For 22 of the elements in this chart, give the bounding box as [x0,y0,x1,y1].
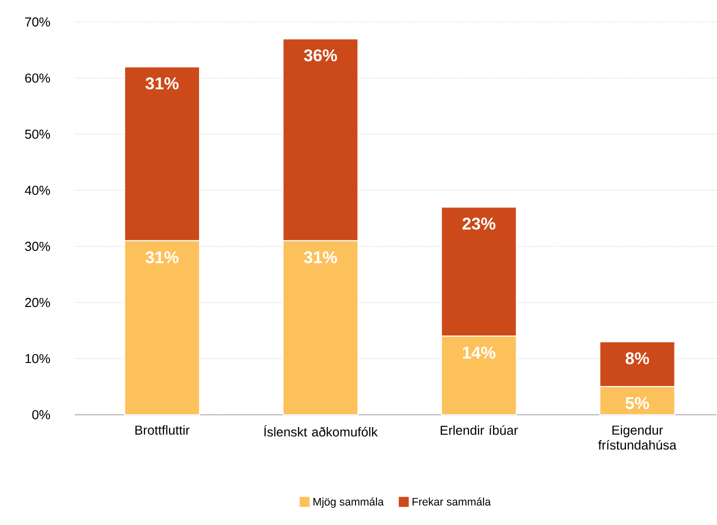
y-tick-label: 40% [24,186,50,196]
data-label: 5% [626,397,650,410]
data-label: 8% [626,352,650,364]
y-tick-label: 10% [26,354,50,364]
x-tick-label: Erlendir íbúar [440,425,518,436]
legend-label: Frekar sammála [412,498,491,506]
data-label: 14% [463,346,496,359]
y-tick-label: 0% [32,410,50,420]
data-label: 23% [462,218,496,230]
x-tick-label: Brottfluttir [135,425,190,435]
y-tick-label: 70% [25,18,50,27]
legend-label: Mjög sammála [313,498,384,508]
x-tick-label: Íslenskt aðkomufólk [264,425,378,437]
y-tick-label: 50% [25,130,50,139]
data-label: 36% [304,50,337,62]
data-label: 31% [146,251,179,264]
x-tick-label: Eigendur frístundahúsa [598,425,677,450]
data-label: 31% [146,78,179,90]
y-tick-label: 60% [25,74,50,83]
y-tick-label: 30% [25,242,50,252]
data-label: 31% [304,251,337,264]
y-tick-label: 20% [25,298,50,308]
